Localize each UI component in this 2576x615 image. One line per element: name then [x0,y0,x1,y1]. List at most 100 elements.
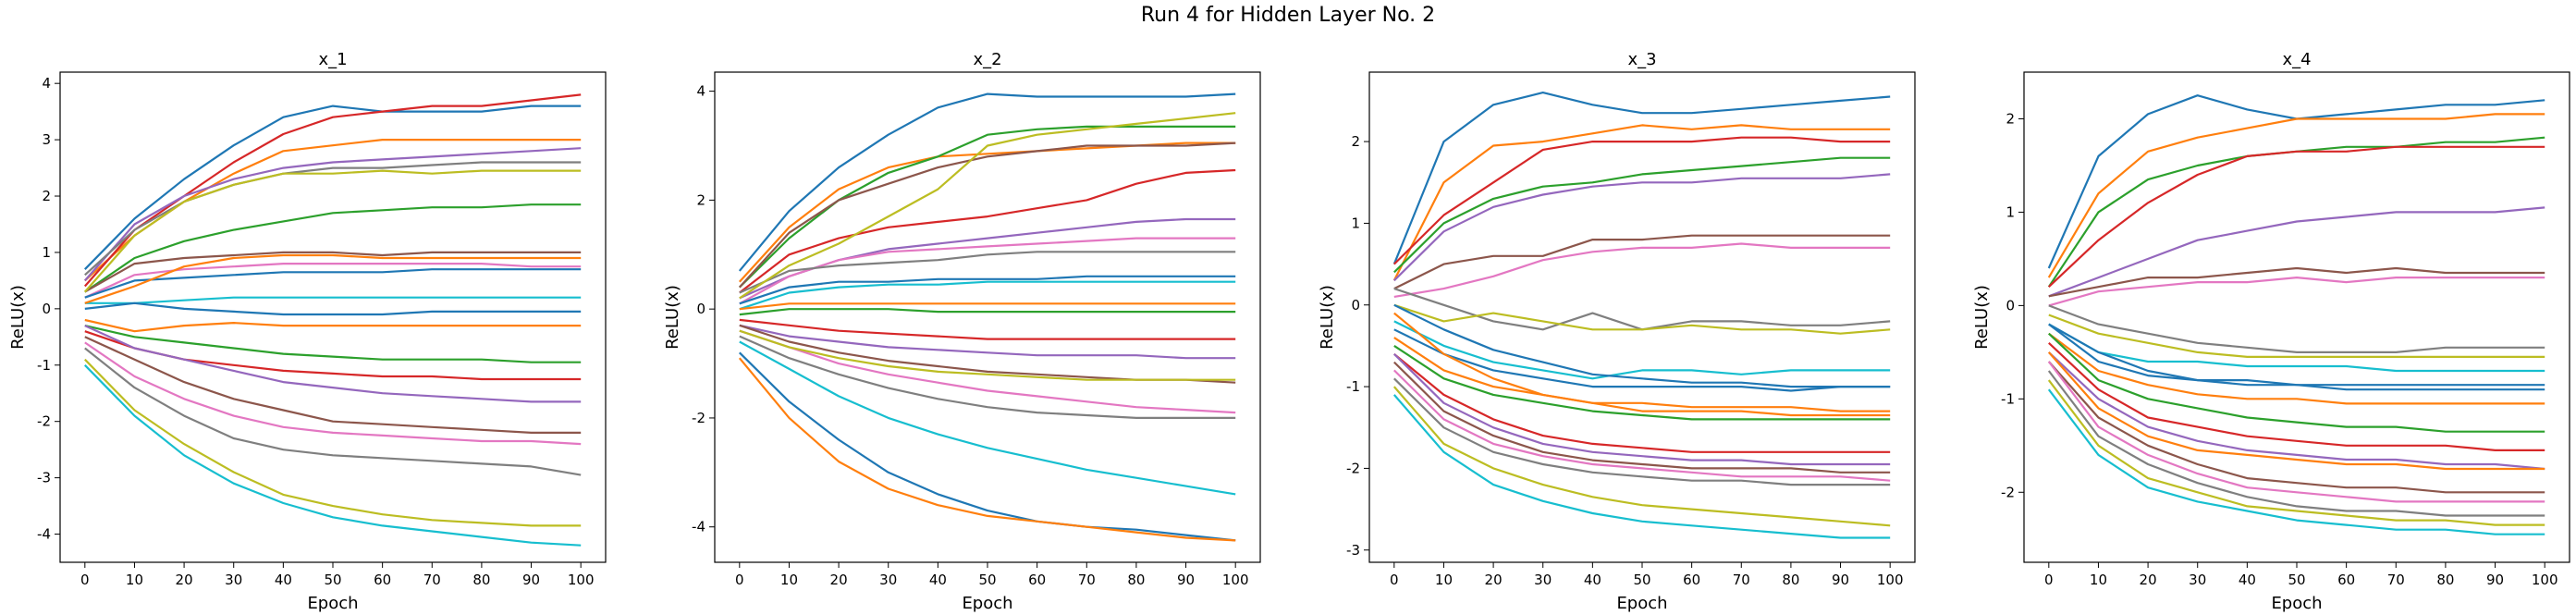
series-line [739,324,1236,360]
chart-panel-3: 0 10 20 30 40 50 60 70 80 90 100 -3 -2 -1 0 1 2 x_3 Epoch R… [1318,50,1916,613]
x-tick-label: 50 [1633,572,1650,588]
x-tick-label: 70 [2387,572,2405,588]
axes-frame [1368,71,1916,563]
y-tick-label: -1 [1346,378,1360,395]
series-line [1393,288,1891,331]
series-line [739,125,1236,289]
y-tick-label: -1 [2001,390,2015,407]
y-tick-label: 2 [1351,133,1360,150]
series-line [84,251,582,293]
series-line [84,203,582,293]
x-tick-label: 10 [2090,572,2107,588]
series-line [1393,303,1891,335]
series-line [1393,320,1891,380]
series-line [1393,377,1891,486]
series-line [84,341,582,446]
panel-title: x_1 [318,50,347,69]
series-line [1393,173,1891,282]
x-tick-label: 0 [1390,572,1399,588]
x-tick-label: 100 [2532,572,2558,588]
y-tick-label: 0 [1351,297,1360,314]
y-tick-label: 1 [1351,215,1360,231]
series-line [1392,394,1891,539]
x-axis-label: Epoch [307,594,358,613]
series-line [1393,242,1891,298]
x-tick-label: 80 [1127,572,1145,588]
x-tick-label: 80 [2436,572,2454,588]
series-line [739,329,1236,414]
series-line [84,105,582,270]
x-tick-label: 80 [1782,572,1799,588]
series-line [84,296,582,304]
series-line [84,358,582,527]
x-tick-label: 40 [929,572,947,588]
y-axis-label: ReLU(x) [1318,285,1337,350]
x-tick-label: 60 [1683,572,1700,588]
series-line [1393,328,1891,392]
series-line [83,93,582,288]
y-tick-label: 2 [696,191,705,208]
x-axis-label: Epoch [2271,594,2322,613]
axes-frame [2023,71,2570,563]
x-tick-label: 70 [423,572,441,588]
x-tick-label: 20 [830,572,848,588]
y-tick-label: -2 [2001,484,2015,500]
series-line [2048,332,2545,405]
series-line [2047,379,2545,526]
x-tick-label: 30 [2189,572,2206,588]
series-line [1393,303,1891,388]
y-tick-label: 0 [2006,297,2015,314]
series-line [2047,351,2545,471]
series-line [739,275,1236,305]
series-line [2048,304,2545,353]
series-line [1392,91,1891,265]
x-tick-label: 50 [324,572,341,588]
series-line [739,112,1236,300]
panel-title: x_2 [973,50,1001,69]
x-tick-label: 40 [275,572,292,588]
series-line [2048,351,2545,471]
series-line [2047,361,2545,494]
y-tick-label: 4 [42,75,51,92]
series-line [1393,312,1891,417]
x-tick-label: 20 [176,572,193,588]
series-line [739,329,1236,381]
series-line [1393,156,1891,274]
series-line [2048,341,2545,451]
x-tick-label: 0 [80,572,90,588]
series-line [1393,369,1891,482]
series-line [1393,352,1891,453]
panel-title: x_3 [1627,50,1656,69]
x-tick-label: 70 [1733,572,1750,588]
x-tick-label: 90 [2486,572,2504,588]
series-line [84,161,582,277]
x-tick-label: 40 [1584,572,1601,588]
series-line [84,330,582,381]
x-tick-label: 60 [1028,572,1046,588]
x-tick-label: 50 [978,572,996,588]
series-line [739,251,1236,294]
x-tick-label: 10 [780,572,798,588]
series-line [2048,206,2545,298]
y-tick-label: -1 [37,357,51,374]
series-line [2048,323,2545,391]
series-line [1393,344,1891,421]
x-tick-label: 60 [374,572,391,588]
y-tick-label: 0 [696,301,705,317]
series-line [739,302,1236,311]
y-tick-label: -2 [692,410,705,426]
series-line [2048,323,2545,387]
y-tick-label: 3 [42,131,51,148]
y-tick-label: 1 [42,244,51,261]
x-tick-label: 60 [2337,572,2355,588]
series-line [2048,277,2545,307]
figure-title: Run 4 for Hidden Layer No. 2 [1140,4,1436,27]
series-line [2048,323,2545,373]
x-axis-label: Epoch [1616,594,1667,613]
series-line [739,217,1236,300]
series-line [738,141,1236,289]
x-tick-label: 100 [568,572,595,588]
y-axis-label: ReLU(x) [663,285,682,350]
series-line [84,347,582,476]
series-line [739,351,1236,542]
